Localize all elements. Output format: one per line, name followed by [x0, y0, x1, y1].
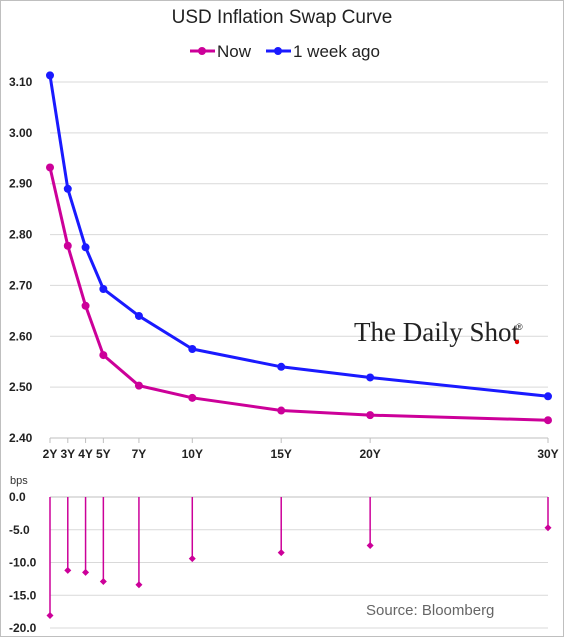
change-marker [82, 568, 90, 576]
top-x-tick-label: 5Y [96, 447, 111, 461]
bottom-y-tick-label: 0.0 [9, 490, 26, 504]
bottom-y-unit-label: bps [10, 475, 28, 487]
data-point-week-ago [99, 284, 108, 293]
top-x-tick-label: 20Y [359, 447, 380, 461]
bottom-y-tick-label: -20.0 [9, 621, 37, 635]
top-x-tick-label: 15Y [271, 447, 292, 461]
series-line-now [48, 167, 549, 422]
source-label: Source: Bloomberg [366, 602, 494, 619]
data-point-week-ago [46, 71, 54, 80]
change-marker [277, 549, 285, 557]
top-y-tick-label: 2.70 [9, 278, 33, 292]
top-x-tick-label: 10Y [182, 447, 203, 461]
change-marker [64, 566, 72, 574]
top-y-tick-label: 3.00 [9, 126, 33, 140]
bottom-y-axis: 0.0 -5.0 -10.0 -15.0 -20.0 [9, 490, 37, 635]
change-marker [99, 577, 107, 585]
change-marker [188, 555, 196, 563]
top-y-tick-label: 3.10 [9, 75, 33, 89]
top-y-tick-label: 2.40 [9, 431, 33, 445]
top-plot-area [46, 71, 552, 425]
data-point-now [134, 381, 143, 390]
data-point-now [188, 393, 197, 402]
bottom-y-tick-label: -5.0 [9, 523, 30, 537]
legend-now-marker [198, 47, 206, 55]
data-point-now [81, 301, 90, 310]
top-y-tick-label: 2.50 [9, 380, 33, 394]
series-line-week-ago [48, 75, 549, 398]
data-point-now [366, 411, 375, 420]
branding: The Daily Shot ® [354, 317, 523, 347]
legend: Now 1 week ago [190, 42, 380, 61]
data-point-now [46, 163, 54, 172]
data-point-week-ago [134, 311, 143, 320]
top-y-tick-label: 2.90 [9, 177, 33, 191]
top-y-tick-label: 2.80 [9, 228, 33, 242]
top-x-tick-label: 7Y [132, 447, 147, 461]
brand-dot [514, 339, 520, 345]
change-marker [366, 541, 374, 549]
data-point-week-ago [544, 392, 552, 401]
bottom-plot-area [46, 497, 552, 620]
data-point-week-ago [63, 184, 72, 193]
change-marker [135, 581, 143, 589]
data-point-now [544, 416, 552, 425]
chart-title: USD Inflation Swap Curve [172, 7, 393, 28]
brand-registered-mark: ® [516, 322, 523, 332]
data-point-week-ago [277, 362, 286, 371]
legend-week-ago-marker [274, 47, 282, 55]
bottom-gridlines [50, 496, 548, 629]
legend-week-ago-label: 1 week ago [293, 42, 380, 61]
top-x-tick-label: 3Y [60, 447, 75, 461]
data-point-now [63, 241, 72, 250]
brand-logo: The Daily Shot [354, 317, 519, 347]
data-point-week-ago [366, 373, 375, 382]
change-marker [46, 612, 54, 620]
data-point-now [277, 406, 286, 415]
data-point-week-ago [81, 243, 90, 252]
bottom-y-tick-label: -10.0 [9, 556, 37, 570]
top-x-tick-label: 2Y [43, 447, 58, 461]
top-y-tick-label: 2.60 [9, 329, 33, 343]
top-x-axis: 2Y 3Y 4Y 5Y 7Y 10Y 15Y 20Y 30Y [43, 438, 559, 461]
change-marker [544, 524, 552, 532]
data-point-week-ago [188, 345, 197, 353]
top-y-axis: 2.40 2.50 2.60 2.70 2.80 2.90 3.00 3.10 [9, 75, 33, 445]
top-x-tick-label: 4Y [78, 447, 93, 461]
top-gridlines [50, 81, 548, 439]
data-point-now [99, 351, 108, 360]
bottom-y-tick-label: -15.0 [9, 588, 37, 602]
legend-now-label: Now [217, 42, 252, 61]
top-x-tick-label: 30Y [537, 447, 558, 461]
